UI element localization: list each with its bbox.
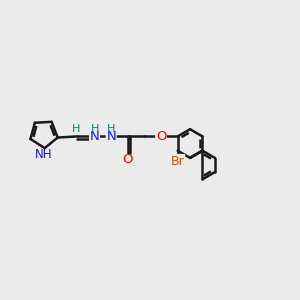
Text: O: O <box>123 153 133 166</box>
Text: H: H <box>107 124 116 134</box>
Text: N: N <box>106 130 116 143</box>
Text: N: N <box>90 130 100 143</box>
Text: H: H <box>72 124 80 134</box>
Text: NH: NH <box>35 148 52 161</box>
Text: Br: Br <box>171 154 184 168</box>
Text: O: O <box>156 130 166 143</box>
Text: H: H <box>90 124 99 134</box>
